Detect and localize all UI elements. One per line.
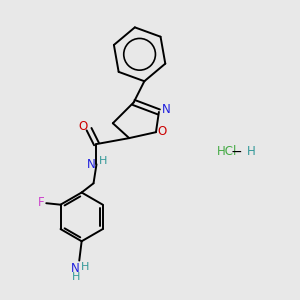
Text: H: H: [99, 156, 107, 166]
Text: H: H: [247, 145, 255, 158]
Text: −: −: [230, 145, 242, 158]
Text: H: H: [81, 262, 89, 272]
Text: N: N: [71, 262, 80, 275]
Text: HCl: HCl: [217, 145, 237, 158]
Text: O: O: [158, 125, 167, 138]
Text: O: O: [78, 120, 87, 133]
Text: H: H: [71, 272, 80, 282]
Text: F: F: [38, 196, 44, 209]
Text: N: N: [87, 158, 95, 171]
Text: N: N: [162, 103, 170, 116]
